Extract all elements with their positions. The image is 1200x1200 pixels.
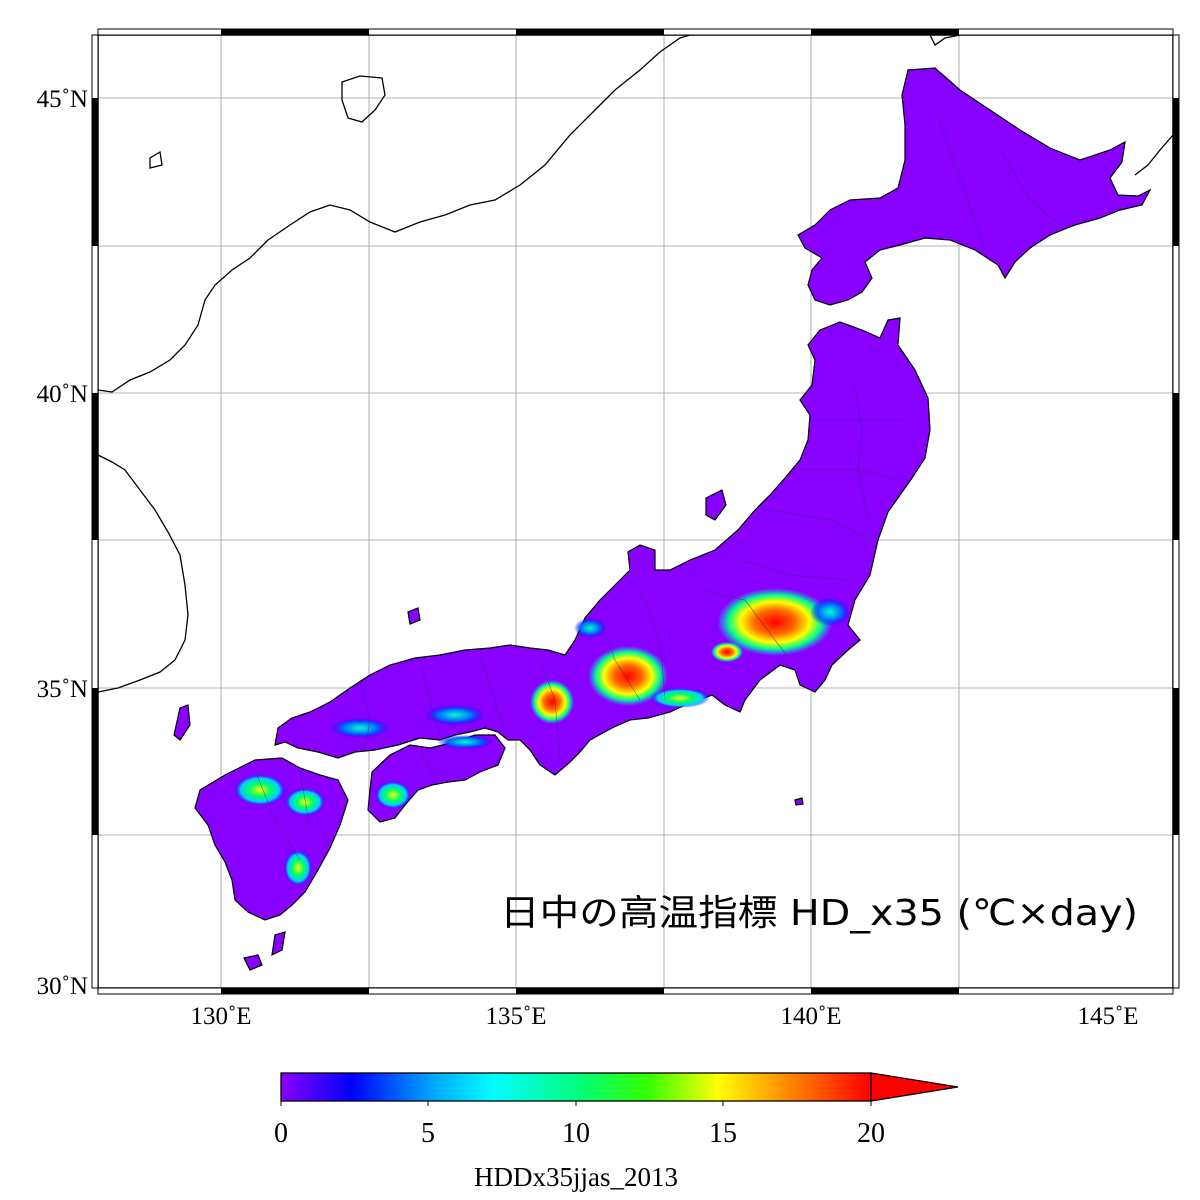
ullung-island: [341, 75, 386, 123]
honshu: [274, 317, 931, 776]
hotspot-hiroshima: [330, 718, 390, 738]
mainland-coastline: [98, 35, 691, 393]
tsushima-island: [173, 704, 191, 741]
yakushima-island: [243, 954, 263, 971]
small-island: [149, 150, 163, 169]
colorbar-caption: HDDx35jjas_2013: [474, 1162, 678, 1192]
colorbar-gradient: [280, 1072, 872, 1102]
heat-overlay: [234, 588, 850, 886]
hotspot-nobi-plain: [588, 646, 668, 706]
lat-label-30: 30˚N: [37, 973, 88, 1000]
hotspot-okayama: [425, 705, 485, 725]
hotspot-kyoto-basin: [530, 680, 574, 724]
colorbar: 0 5 10 15 20 HDDx35jjas_2013: [274, 1072, 959, 1192]
tanegashima-island: [271, 931, 286, 957]
hotspot-tokushima: [437, 735, 493, 749]
hotspot-fukui: [574, 618, 606, 638]
map-title: 日中の高温指標 HD_x35 (℃×day): [500, 893, 1138, 934]
lat-label-35: 35˚N: [37, 676, 88, 703]
hokkaido: [797, 67, 1152, 306]
colorbar-label-15: 15: [709, 1118, 737, 1149]
hotspot-kofu-basin: [711, 642, 743, 662]
lat-label-45: 45˚N: [37, 86, 88, 113]
korea-coastline: [98, 454, 189, 693]
longitude-labels: 130˚E 135˚E 140˚E 145˚E: [190, 1003, 1138, 1030]
kuril-coastline: [1134, 134, 1173, 176]
hotspot-ehime: [375, 781, 411, 809]
lon-label-130: 130˚E: [190, 1003, 251, 1030]
prefecture-boundaries: [254, 119, 1061, 861]
sado-island: [705, 489, 727, 521]
lon-label-140: 140˚E: [780, 1003, 841, 1030]
lat-label-40: 40˚N: [37, 381, 88, 408]
izu-island: [794, 797, 804, 806]
latitude-labels: 45˚N 40˚N 35˚N 30˚N: [37, 86, 88, 1000]
hotspot-tokai: [650, 688, 710, 708]
hotspot-kanto-plain: [717, 588, 833, 656]
colorbar-extend-arrow: [870, 1072, 959, 1102]
sakhalin-coastline: [929, 35, 961, 46]
hotspot-saitama-edge: [810, 598, 850, 626]
shikoku: [367, 734, 506, 823]
lon-label-135: 135˚E: [485, 1003, 546, 1030]
colorbar-label-5: 5: [421, 1118, 435, 1149]
hotspot-saga-plain: [234, 774, 286, 806]
hotspot-miyazaki: [284, 850, 312, 886]
colorbar-ticks: [280, 1101, 872, 1106]
colorbar-label-20: 20: [857, 1118, 885, 1149]
map-frame: [91, 28, 1180, 995]
oki-island: [407, 607, 421, 625]
colorbar-label-0: 0: [274, 1118, 288, 1149]
colorbar-label-10: 10: [562, 1118, 590, 1149]
lon-label-145: 145˚E: [1077, 1003, 1138, 1030]
